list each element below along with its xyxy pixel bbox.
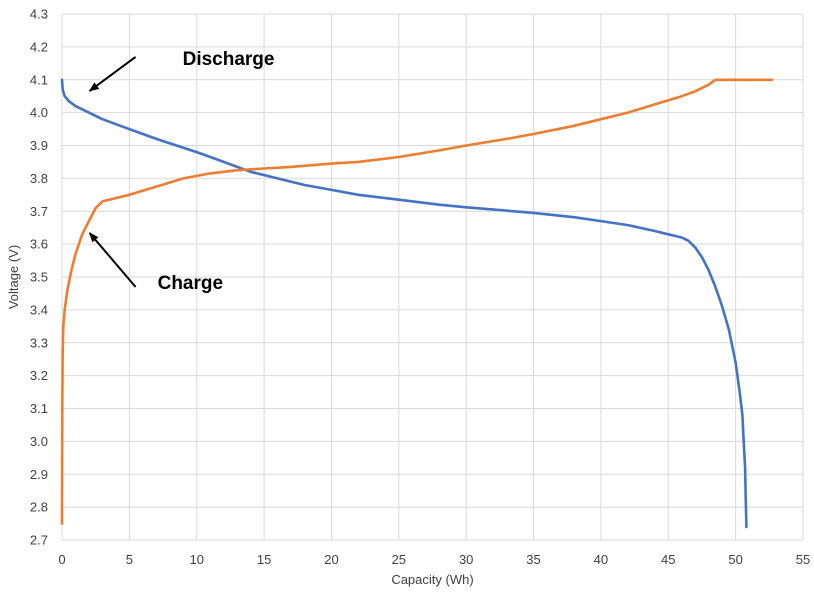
- annotation-arrow: [88, 56, 137, 92]
- y-tick-label: 3.6: [30, 237, 48, 252]
- y-tick-label: 2.8: [30, 500, 48, 515]
- y-tick-label: 4.3: [30, 7, 48, 22]
- y-axis-title: Voltage (V): [6, 245, 21, 309]
- y-tick-label: 3.4: [30, 302, 48, 317]
- series-lines: [60, 78, 774, 529]
- y-tick-label: 2.7: [30, 533, 48, 548]
- x-tick-label: 10: [189, 552, 203, 567]
- y-tick-label: 3.2: [30, 368, 48, 383]
- x-tick-label: 0: [58, 552, 65, 567]
- x-tick-label: 25: [392, 552, 406, 567]
- annotation-label-charge: Charge: [158, 273, 223, 294]
- y-tick-label: 3.9: [30, 138, 48, 153]
- x-tick-label: 20: [324, 552, 338, 567]
- x-tick-label: 45: [661, 552, 675, 567]
- y-tick-label: 3.0: [30, 434, 48, 449]
- x-tick-label: 30: [459, 552, 473, 567]
- x-tick-label: 50: [728, 552, 742, 567]
- x-axis-title: Capacity (Wh): [391, 572, 473, 587]
- annotation-arrow: [88, 232, 137, 288]
- y-tick-label: 3.8: [30, 171, 48, 186]
- annotations: Discharge Charge: [88, 49, 275, 294]
- y-tick-label: 2.9: [30, 467, 48, 482]
- x-tick-label: 5: [126, 552, 133, 567]
- series-charge-line: [60, 78, 774, 525]
- tick-labels: 2.7 2.8 2.9 3.0 3.1 3.2 3.3 3.4 3.5 3.6 3.7 3.8 3.9 4…: [30, 7, 810, 568]
- y-tick-label: 4.1: [30, 72, 48, 87]
- x-tick-label: 40: [594, 552, 608, 567]
- y-tick-label: 4.0: [30, 105, 48, 120]
- x-tick-label: 35: [526, 552, 540, 567]
- y-tick-label: 3.1: [30, 401, 48, 416]
- series-discharge-line: [60, 78, 748, 529]
- y-tick-label: 3.5: [30, 270, 48, 285]
- annotation-label-discharge: Discharge: [183, 49, 275, 70]
- y-tick-label: 3.3: [30, 335, 48, 350]
- x-tick-label: 15: [257, 552, 271, 567]
- y-tick-label: 3.7: [30, 204, 48, 219]
- x-tick-label: 55: [796, 552, 810, 567]
- y-tick-label: 4.2: [30, 39, 48, 54]
